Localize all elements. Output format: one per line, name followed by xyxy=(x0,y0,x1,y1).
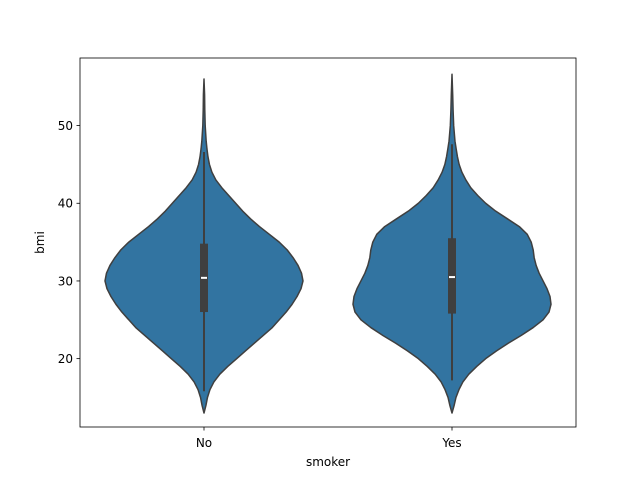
x-axis-label: smoker xyxy=(306,455,350,469)
y-axis-label: bmi xyxy=(33,231,47,254)
plot-area xyxy=(79,57,577,428)
y-axis: 20 30 40 50 xyxy=(58,119,80,366)
violins-layer xyxy=(104,73,552,414)
x-tick-label: No xyxy=(196,436,212,450)
violin-iqr-box-yes xyxy=(448,238,456,314)
y-tick-label: 40 xyxy=(58,197,73,211)
x-tick-label: Yes xyxy=(441,436,461,450)
violin-yes xyxy=(352,73,552,414)
y-tick-label: 30 xyxy=(58,274,73,288)
axes-frame xyxy=(79,57,577,428)
violin-no xyxy=(104,78,304,414)
y-tick-label: 20 xyxy=(58,352,73,366)
x-axis: No Yes xyxy=(196,427,462,450)
y-tick-label: 50 xyxy=(58,119,73,133)
